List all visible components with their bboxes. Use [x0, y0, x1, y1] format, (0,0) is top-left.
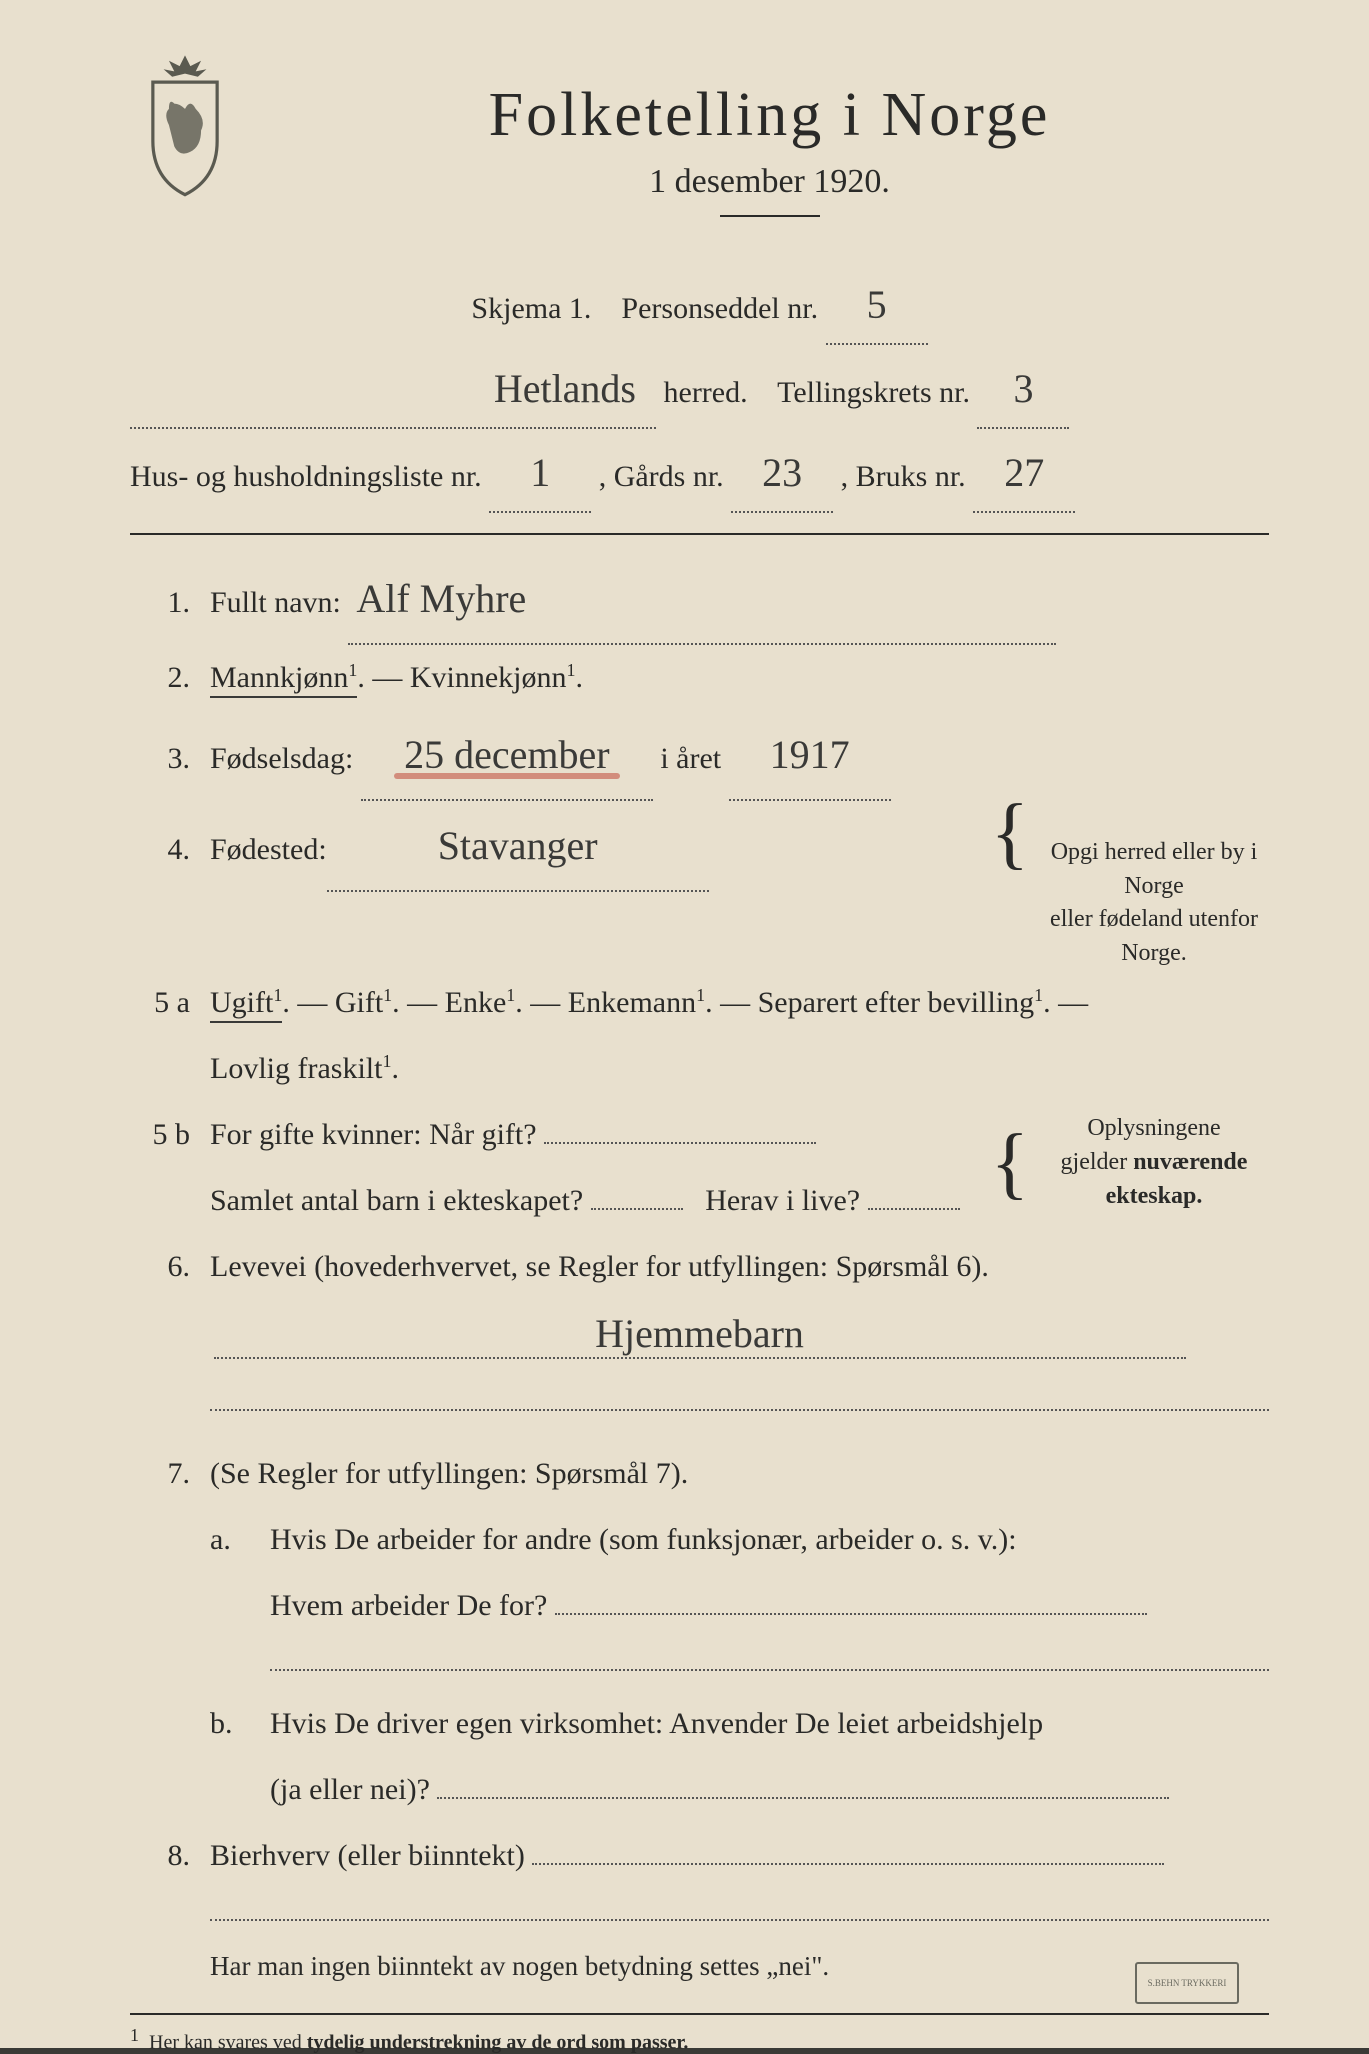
q8-blank [210, 1889, 1269, 1921]
main-title: Folketelling i Norge [270, 80, 1269, 151]
q3-day: 25 december [361, 711, 653, 801]
q5b-note: Oplysningene gjelder nuværende ekteskap. [1039, 1112, 1269, 1213]
q5b-label3: Herav i live? [705, 1184, 860, 1217]
q7b: b. Hvis De driver egen virksomhet: Anven… [210, 1691, 1269, 1823]
q3-year: 1917 [729, 711, 891, 801]
q7-label: (Se Regler for utfyllingen: Spørsmål 7). [210, 1457, 688, 1490]
printer-stamp: S.BEHN TRYKKERI [1135, 1962, 1239, 2004]
q5a-gift: Gift1 [335, 986, 392, 1019]
gards-nr: 23 [731, 435, 833, 513]
census-form-page: Folketelling i Norge 1 desember 1920. Sk… [0, 0, 1369, 2048]
bruks-nr: 27 [973, 435, 1075, 513]
q5b-label1: For gifte kvinner: Når gift? [210, 1118, 537, 1151]
q1: 1. Fullt navn: Alf Myhre [130, 555, 1269, 645]
herred-label: herred. [664, 376, 748, 409]
q3-num: 3. [130, 726, 190, 792]
q4-label: Fødested: [210, 817, 327, 883]
q3: 3. Fødselsdag: 25 december i året 1917 [130, 711, 1269, 801]
q4-note: Opgi herred eller by i Norge eller fødel… [1039, 836, 1269, 970]
q6-blank-line [210, 1379, 1269, 1411]
q7a: a. Hvis De arbeider for andre (som funks… [210, 1507, 1269, 1639]
q5b-live-value [868, 1208, 960, 1210]
q7b-text1: Hvis De driver egen virksomhet: Anvender… [270, 1707, 1043, 1740]
q2: 2. Mannkjønn1. — Kvinnekjønn1. [130, 645, 1269, 711]
q7-num: 7. [130, 1441, 190, 1507]
hus-line: Hus- og husholdningsliste nr. 1 , Gårds … [130, 435, 1269, 513]
subtitle: 1 desember 1920. [270, 163, 1269, 201]
q6-label: Levevei (hovederhvervet, se Regler for u… [210, 1250, 989, 1283]
q4: 4. Fødested: Stavanger { Opgi herred ell… [130, 801, 1269, 970]
q7a-text1: Hvis De arbeider for andre (som funksjon… [270, 1523, 1017, 1556]
krets-nr: 3 [977, 351, 1069, 429]
q7a-text2: Hvem arbeider De for? [270, 1589, 547, 1622]
q6-value-line: Hjemmebarn [130, 1310, 1269, 1359]
skjema-label: Skjema 1. [471, 292, 591, 325]
q5a-separert: Separert efter bevilling1 [758, 986, 1044, 1019]
q3-iaret: i året [660, 742, 721, 775]
q2-num: 2. [130, 645, 190, 711]
q2-mann: Mannkjønn1 [210, 661, 357, 698]
q4-value: Stavanger [327, 802, 709, 892]
hus-nr: 1 [489, 435, 591, 513]
personseddel-nr: 5 [826, 267, 928, 345]
section-divider [130, 533, 1269, 535]
header: Folketelling i Norge 1 desember 1920. [130, 80, 1269, 247]
q5b-num: 5 b [130, 1102, 190, 1168]
q1-num: 1. [130, 570, 190, 636]
title-block: Folketelling i Norge 1 desember 1920. [270, 80, 1269, 247]
q5a-enke: Enke1 [445, 986, 516, 1019]
q8-label: Bierhverv (eller biinntekt) [210, 1839, 525, 1872]
q7a-value [555, 1613, 1147, 1615]
q6-num: 6. [130, 1234, 190, 1300]
q8-value [532, 1863, 1164, 1865]
q1-value: Alf Myhre [348, 555, 1056, 645]
q7: 7. (Se Regler for utfyllingen: Spørsmål … [130, 1441, 1269, 1507]
herred-name: Hetlands [130, 351, 656, 429]
q4-num: 4. [130, 817, 190, 883]
footnote-num: 1 [130, 2025, 139, 2045]
q7b-label: b. [210, 1691, 250, 1757]
q5a-enkemann: Enkemann1 [568, 986, 705, 1019]
q5a-ugift: Ugift1 [210, 986, 282, 1023]
q6: 6. Levevei (hovederhvervet, se Regler fo… [130, 1234, 1269, 1300]
q5a-fraskilt: Lovlig fraskilt1 [210, 1052, 391, 1085]
q7a-label: a. [210, 1507, 250, 1573]
q5b-label2: Samlet antal barn i ekteskapet? [210, 1184, 583, 1217]
q5b: 5 b For gifte kvinner: Når gift? Samlet … [130, 1102, 1269, 1234]
q6-value: Hjemmebarn [595, 1311, 804, 1356]
q7a-blank [270, 1639, 1269, 1671]
q5b-gift-value [544, 1142, 816, 1144]
krets-label: Tellingskrets nr. [777, 376, 970, 409]
q5b-barn-value [591, 1208, 683, 1210]
bruks-label: , Bruks nr. [841, 460, 966, 493]
q8-num: 8. [130, 1823, 190, 1889]
herred-line: Hetlands herred. Tellingskrets nr. 3 [130, 351, 1269, 429]
q2-kvinne: Kvinnekjønn1 [410, 661, 576, 694]
q5a: 5 a Ugift1. — Gift1. — Enke1. — Enkemann… [130, 970, 1269, 1102]
q7b-value [437, 1797, 1169, 1799]
bottom-note: Har man ingen biinntekt av nogen betydni… [210, 1941, 1269, 1992]
q7b-text2: (ja eller nei)? [270, 1773, 430, 1806]
brace-icon-2: { [991, 1131, 1029, 1195]
personseddel-label: Personseddel nr. [621, 292, 818, 325]
hus-label: Hus- og husholdningsliste nr. [130, 460, 482, 493]
q3-label: Fødselsdag: [210, 742, 353, 775]
brace-icon: { [991, 801, 1029, 865]
questions: 1. Fullt navn: Alf Myhre 2. Mannkjønn1. … [130, 555, 1269, 1993]
title-divider [720, 215, 820, 217]
q5a-num: 5 a [130, 970, 190, 1036]
form-reference-line: Skjema 1. Personseddel nr. 5 [130, 267, 1269, 345]
q1-label: Fullt navn: [210, 586, 341, 619]
q8: 8. Bierhverv (eller biinntekt) [130, 1823, 1269, 1889]
gards-label: , Gårds nr. [599, 460, 724, 493]
coat-of-arms-icon [130, 50, 240, 200]
